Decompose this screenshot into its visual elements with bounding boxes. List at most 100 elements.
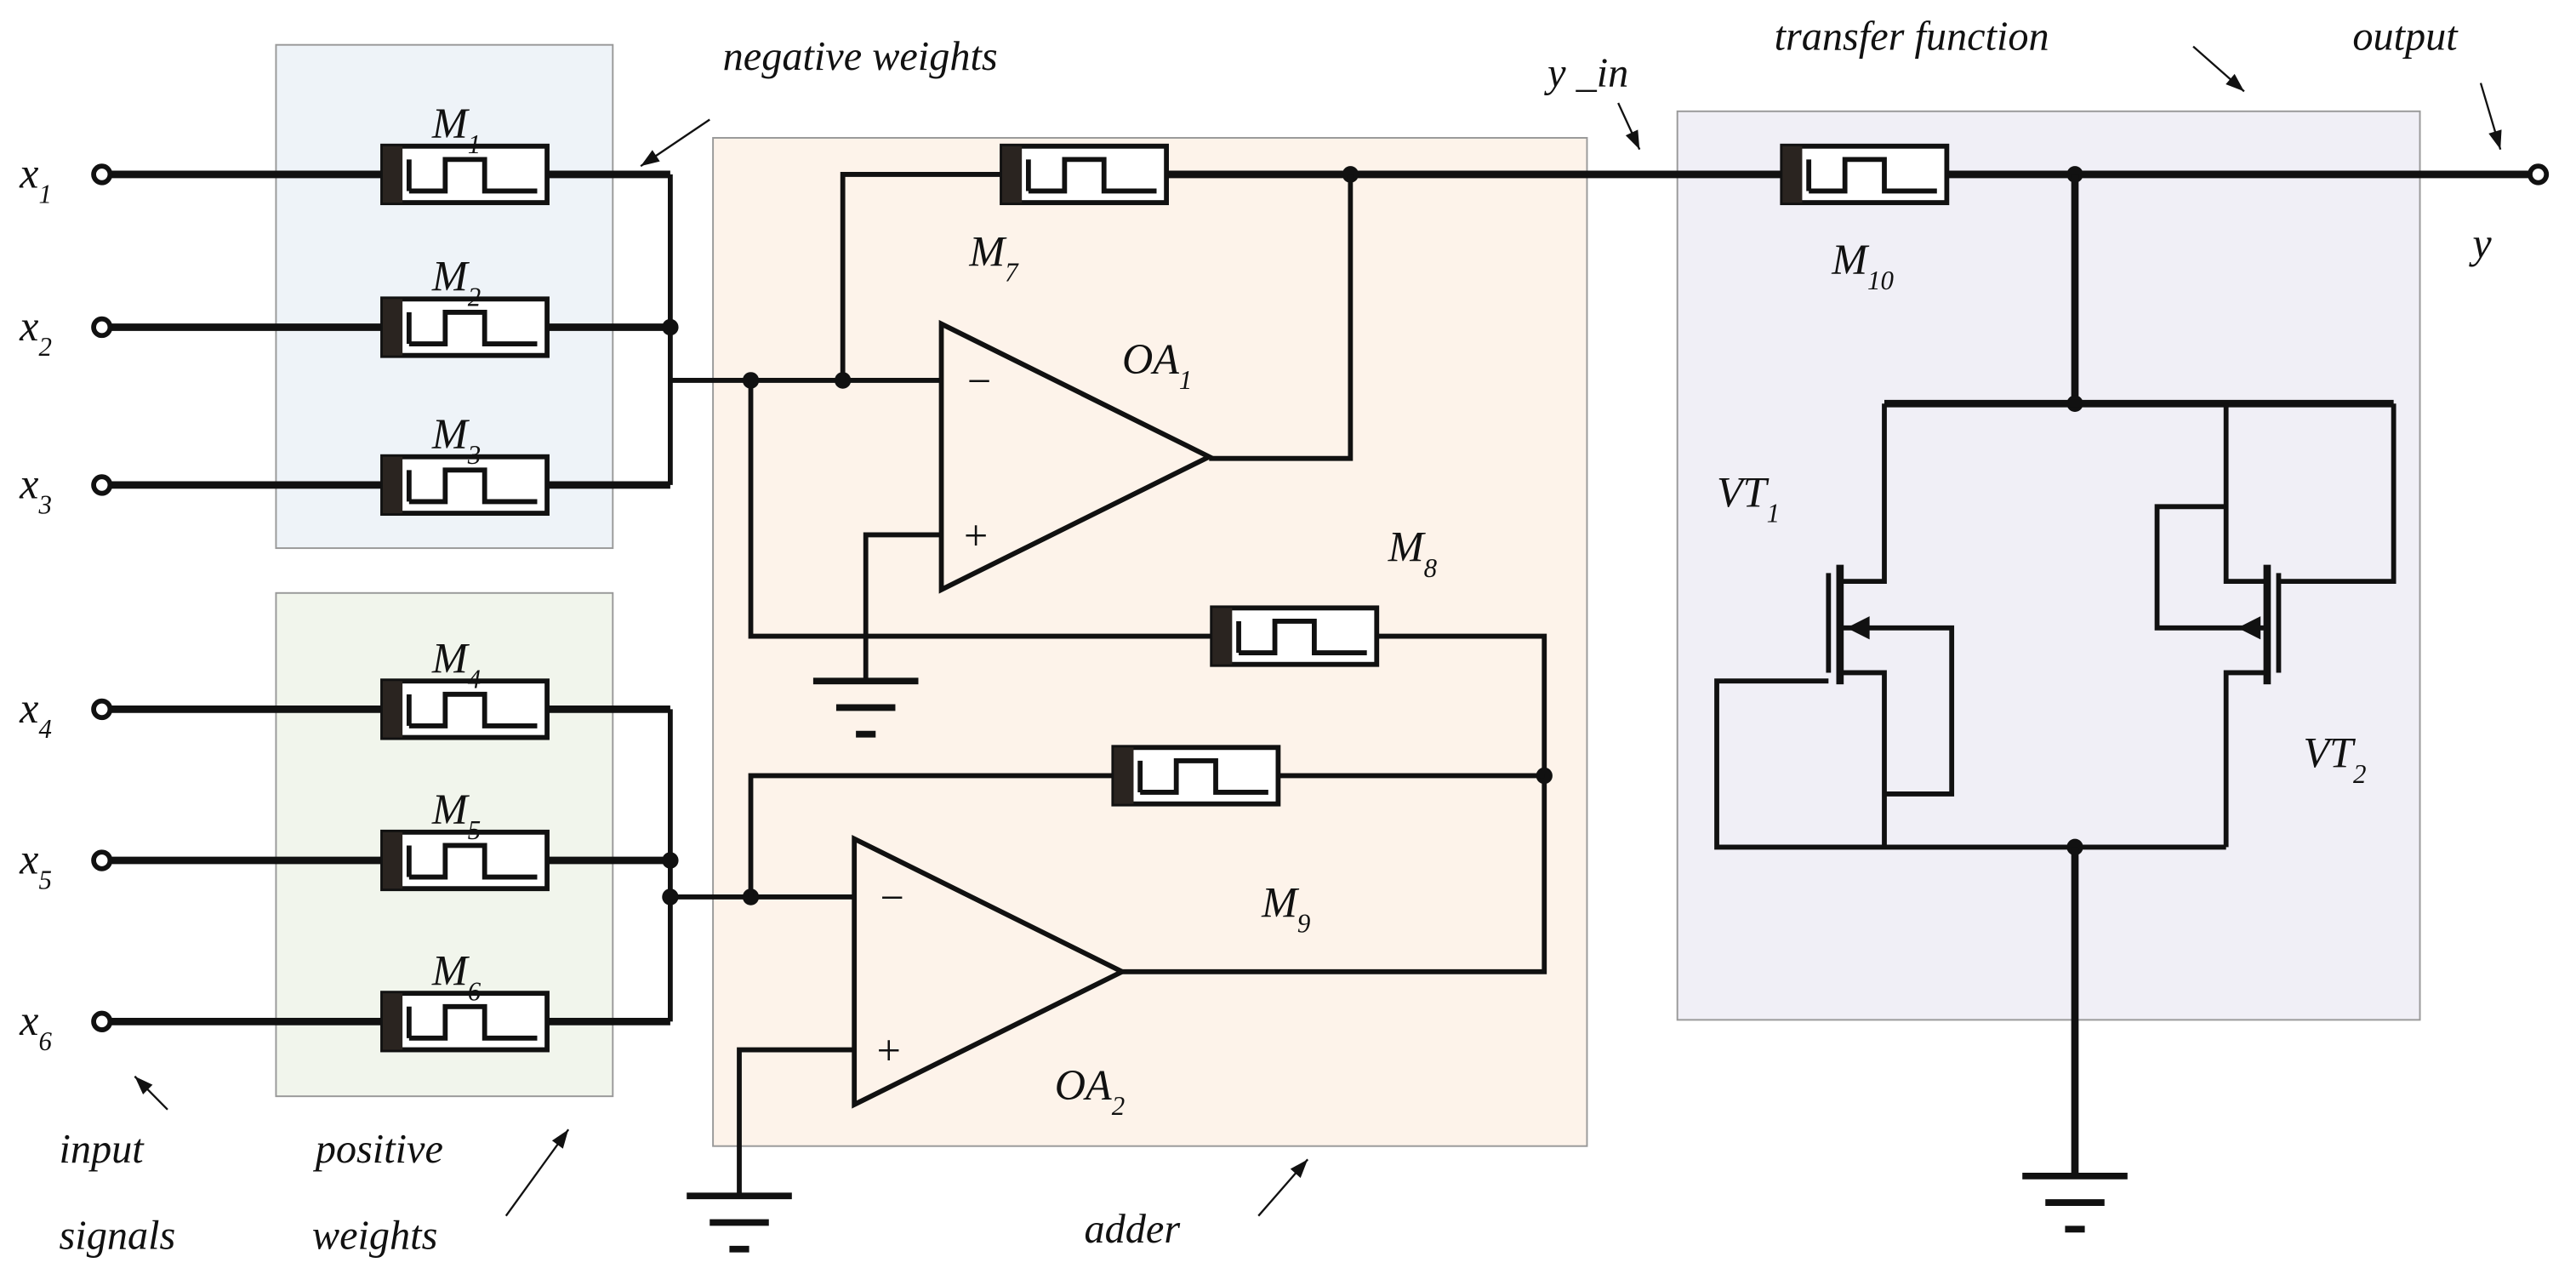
input-label-x4-sub: 4	[38, 713, 51, 743]
ground-2	[687, 1192, 792, 1253]
input-label-x3-base: x	[19, 460, 39, 507]
memristor-m7	[1000, 143, 1169, 206]
input-terminal	[91, 698, 113, 721]
vt2-arrow-icon	[2237, 616, 2261, 640]
wire	[748, 773, 1114, 897]
wire	[1839, 670, 1887, 848]
wire	[2223, 670, 2267, 848]
adder-label: adder	[1085, 1207, 1182, 1252]
input-label-x4-base: x	[19, 684, 39, 732]
y-in-arrow	[1617, 102, 1641, 151]
opamp-label-oa1-sub: 1	[1179, 365, 1192, 395]
memristor-m5	[380, 829, 550, 892]
wire	[840, 172, 1002, 380]
opamp-label-oa2: OA2	[1055, 1061, 1125, 1121]
opamp-label-oa2-base: OA	[1055, 1061, 1112, 1109]
wire	[2223, 403, 2267, 585]
input-label-x6-sub: 6	[38, 1025, 52, 1055]
output-label: output	[2352, 14, 2459, 59]
memristor-m4	[380, 678, 550, 740]
memristor-label-m3: M3	[431, 410, 481, 470]
transistor-label-vt1: VT1	[1717, 468, 1780, 528]
memristor-label-m1-base: M	[431, 100, 470, 147]
transistor-label-vt1-sub: 1	[1767, 498, 1780, 528]
output-terminal	[2528, 163, 2550, 186]
y-in-label: y _in	[1543, 50, 1628, 95]
memristor-label-m8-sub: 8	[1424, 552, 1438, 582]
memristor-label-m4-sub: 4	[468, 664, 481, 694]
junction-dot	[662, 318, 679, 336]
input-label-x4: x4	[19, 684, 52, 744]
memristor-m6	[380, 991, 550, 1053]
input-terminal	[91, 849, 113, 871]
negative-weights-arrow	[640, 118, 710, 168]
memristor-label-m7-base: M	[968, 227, 1007, 275]
wire	[1839, 403, 1887, 585]
memristor-m2	[380, 296, 550, 358]
memristor-label-m1-sub: 1	[468, 129, 481, 158]
opamp-oa1: −+	[938, 319, 1215, 594]
wire	[737, 1047, 855, 1197]
memristor-label-m10-base: M	[1831, 236, 1870, 283]
vt1-arrow-icon	[1846, 616, 1870, 640]
ground-3	[2022, 1172, 2128, 1233]
transistor-label-vt2: VT2	[2303, 728, 2366, 788]
negative-weights-label: negative weights	[723, 34, 998, 79]
input-signals-label-1: input	[60, 1127, 145, 1172]
wire	[2154, 504, 2267, 631]
input-label-x6-base: x	[19, 997, 39, 1044]
memristor-label-m8: M8	[1388, 523, 1438, 582]
memristor-label-m3-base: M	[431, 410, 470, 458]
memristor-label-m9: M9	[1261, 878, 1311, 938]
input-signals-label-2: signals	[60, 1214, 176, 1259]
memristor-label-m7: M7	[968, 227, 1019, 287]
memristor-m1	[380, 143, 550, 206]
memristor-label-m2: M2	[431, 252, 481, 311]
transfer-function-label: transfer function	[1775, 14, 2049, 59]
opamp-oa1-minus-sign: −	[965, 357, 994, 404]
memristor-label-m6-base: M	[431, 946, 470, 994]
wire	[1209, 174, 1354, 461]
memristor-m8	[1210, 605, 1380, 667]
input-label-x3-sub: 3	[37, 489, 51, 519]
input-terminal	[91, 163, 113, 186]
memristor-label-m6-sub: 6	[468, 976, 482, 1006]
transistor-label-vt2-sub: 2	[2353, 758, 2366, 788]
adder-arrow	[1257, 1158, 1309, 1217]
positive-weights-label-1: positive	[313, 1127, 443, 1172]
memristor-m3	[380, 454, 550, 517]
memristor-label-m7-sub: 7	[1005, 257, 1019, 287]
input-label-x5-sub: 5	[38, 865, 51, 894]
memristor-label-m2-sub: 2	[468, 282, 481, 311]
opamp-oa2-plus-sign: +	[874, 1026, 903, 1074]
transistor-label-vt2-base: VT	[2303, 728, 2356, 776]
input-terminal	[91, 1010, 113, 1033]
input-label-x6: x6	[19, 997, 52, 1056]
wire	[1714, 678, 2226, 850]
input-label-x1-sub: 1	[38, 179, 51, 209]
memristor-label-m4: M4	[431, 634, 481, 694]
wire	[863, 532, 942, 682]
opamp-oa1-plus-sign: +	[961, 511, 990, 559]
memristor-label-m9-sub: 9	[1297, 908, 1311, 938]
transistor-label-vt1-base: VT	[1717, 468, 1770, 516]
adder-box	[712, 137, 1588, 1147]
junction-dot	[662, 852, 679, 869]
output-arrow	[2479, 83, 2502, 150]
positive-weights-label-2: weights	[312, 1214, 437, 1259]
input-terminal	[91, 316, 113, 339]
input-label-x5: x5	[19, 835, 52, 894]
memristor-label-m1: M1	[431, 100, 481, 159]
memristor-label-m10-sub: 10	[1867, 265, 1894, 294]
opamp-label-oa1: OA1	[1122, 335, 1192, 395]
input-label-x3: x3	[19, 460, 52, 519]
memristor-m10	[1780, 143, 1950, 206]
memristor-label-m5-sub: 5	[468, 815, 481, 845]
opamp-label-oa2-sub: 2	[1112, 1091, 1125, 1121]
opamp-oa2: −+	[852, 834, 1128, 1109]
opamp-label-oa1-base: OA	[1122, 335, 1179, 383]
input-label-x2-base: x	[19, 302, 39, 350]
memristor-label-m6: M6	[431, 946, 482, 1006]
positive-weights-arrow	[504, 1128, 570, 1217]
